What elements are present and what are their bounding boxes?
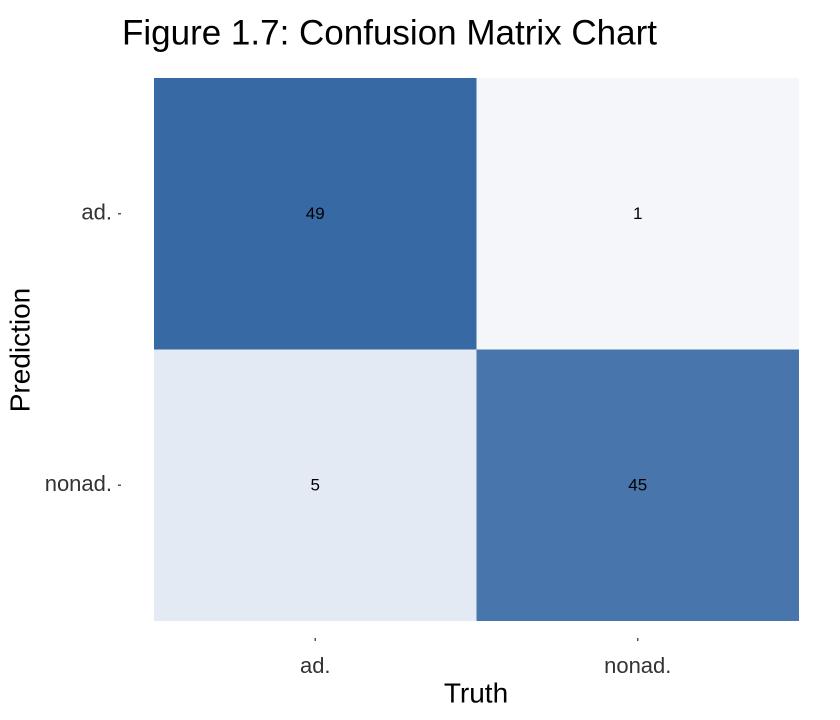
cell-value-label: 49 (306, 204, 325, 223)
x-axis-tick-label: nonad. (604, 653, 671, 678)
y-axis-title: Prediction (4, 288, 35, 413)
y-axis-tick-label: nonad. (45, 471, 112, 496)
heatmap-cell-ad-ad (154, 78, 477, 350)
y-axis-tick-label: ad. (81, 200, 112, 225)
cell-value-labels: 49 1 5 45 (306, 204, 647, 495)
cell-value-label: 45 (628, 476, 647, 495)
x-axis-tick-label: ad. (300, 653, 331, 678)
heatmap-cells (154, 78, 799, 621)
cell-value-label: 1 (633, 204, 642, 223)
heatmap-cell-ad-nonad (476, 78, 799, 350)
axes: ad. nonad. ad. nonad. (45, 200, 672, 678)
heatmap-cell-nonad-ad (154, 349, 477, 621)
heatmap-cell-nonad-nonad (476, 349, 799, 621)
cell-value-label: 5 (311, 476, 320, 495)
x-axis-title: Truth (444, 677, 508, 708)
chart-title: Figure 1.7: Confusion Matrix Chart (122, 13, 657, 52)
